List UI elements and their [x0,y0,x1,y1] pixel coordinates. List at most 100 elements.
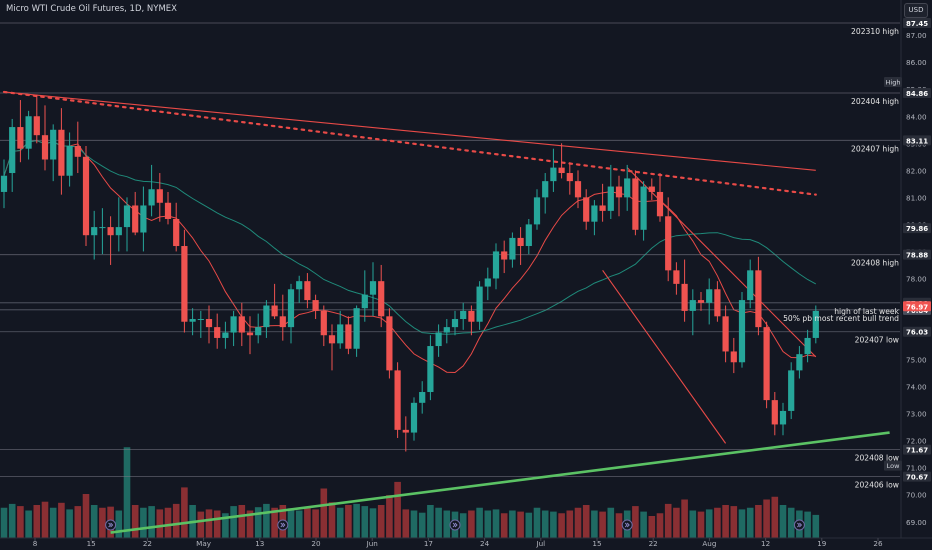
level-labels: 202310 high 202404 high 202407 high 202408 … [783,27,900,490]
volume-bar [755,505,762,538]
volume-bar [541,510,549,538]
candle-body [255,327,262,336]
price-badge [903,223,931,234]
candle-body [673,270,680,284]
time-tick-label: 8 [33,539,38,548]
candle-body [476,286,483,322]
candle-body [107,227,114,236]
candle-body [82,156,90,236]
time-tick-label: 22 [143,539,152,548]
time-tick-label: 22 [649,539,658,548]
candle-body [238,316,245,333]
candle-body [763,327,770,401]
volume-bar [213,510,221,538]
time-tick-label: 19 [817,539,827,548]
volume-bar [779,505,787,538]
candle-body [394,370,401,430]
candle-body [115,227,122,236]
candle-body [246,332,254,336]
candle-body [697,300,705,303]
volume-bar [25,510,32,538]
volume-bar [476,507,483,538]
currency-button[interactable]: USD [904,3,928,18]
volume-bar [640,511,647,538]
candle-body [788,370,795,411]
candle-body [25,116,32,149]
level-price-badge [903,471,931,482]
candle-body [460,310,467,320]
volume-bar [369,508,377,538]
volume-bar [427,505,434,538]
slow-moving-average [3,140,817,335]
time-axis[interactable]: 8 15 22 May 13 20 Jun 17 24 Jul 15 22 Aug 12 19 26 [33,538,883,548]
volume-bar [0,507,8,538]
price-tick-label: 81.00 [906,193,927,202]
candle-body [796,354,803,371]
price-tick-label: 86.00 [906,58,927,67]
volume-bar [115,510,123,538]
candle-body [337,324,344,344]
level-price-badge-label: 70.67 [906,474,928,482]
volume-bar [730,506,738,538]
level-tag [884,77,902,88]
level-label: high of last week [834,307,899,316]
volume-bar [394,481,401,538]
level-tag-label: Low [887,462,900,470]
level-label: 202407 low [855,336,899,345]
candle-body [533,197,541,225]
trendlines [2,90,890,534]
volume-bar [287,508,295,538]
candle-body [706,289,713,303]
volume-bar [648,516,656,538]
price-tick-label: 72.00 [906,437,927,446]
price-tick-label: 70.00 [906,491,927,500]
candle-body [492,251,500,279]
volume-bar [304,507,311,538]
time-tick-label: 24 [480,539,490,548]
level-price-badge [903,135,931,146]
volume-bar [172,503,180,538]
candle-body [74,145,81,157]
volume-bar [90,505,98,538]
volume-bar [632,506,639,538]
candle-body [812,310,819,338]
candle-body [402,429,409,433]
volume-bar [582,505,590,538]
level-label: 50% pb most recent bull trend [783,314,899,323]
candle-body [345,324,352,349]
candle-body [173,218,180,247]
price-badges: 87.4584.86High83.1178.8877.1076.8476.037… [884,17,931,482]
volume-bar [320,488,328,538]
volume-bar [164,507,172,538]
candle-body [33,116,40,136]
level-price-badge [903,17,931,28]
candle-body [730,351,737,363]
candle-body [0,175,8,192]
volume-bar [131,505,139,538]
candle-body [230,316,237,333]
candle-body [804,337,811,355]
volume-bar [156,509,164,538]
volume-bar [345,505,352,538]
volume-bar [468,510,475,538]
volume-bar [336,507,344,538]
candle-body [312,300,319,311]
volume-bar [181,487,188,538]
candle-body [123,205,131,228]
volume-bar [99,507,106,538]
volume-bar [41,501,49,538]
candle-body [263,305,270,328]
candle-body [41,135,49,160]
volume-bar [525,512,533,538]
candle-body [525,224,532,247]
volume-bar [377,505,385,538]
volume-bars [0,447,820,538]
volume-bar [33,505,41,538]
candle-body [747,270,754,301]
volume-bar [66,509,73,538]
time-tick-label: 26 [873,539,883,548]
candle-body [501,251,508,260]
candle-body [681,283,688,311]
candle-body [656,191,664,217]
